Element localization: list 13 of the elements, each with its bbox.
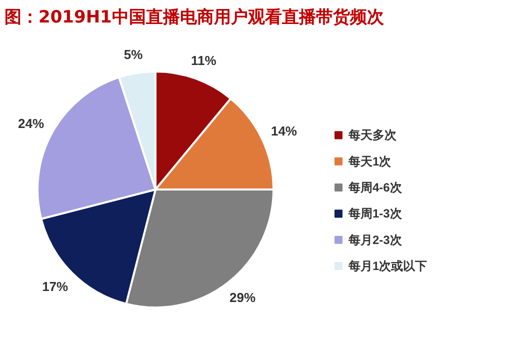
chart-title: 图：2019H1中国直播电商用户观看直播带货频次 [4,8,385,28]
data-label: 5% [124,46,144,62]
data-label: 11% [190,53,217,68]
legend-label: 每周4-6次 [348,180,403,195]
legend-label: 每天多次 [348,128,398,142]
legend-label: 每月2-3次 [348,232,403,247]
data-label: 14% [270,124,298,139]
legend-label: 每周1-3次 [348,206,403,221]
data-label: 17% [42,278,69,294]
legend-label: 每月1次或以下 [348,259,428,274]
legend-label: 每天1次 [348,154,392,168]
data-label: 29% [230,290,256,306]
data-label: 24% [18,116,45,132]
